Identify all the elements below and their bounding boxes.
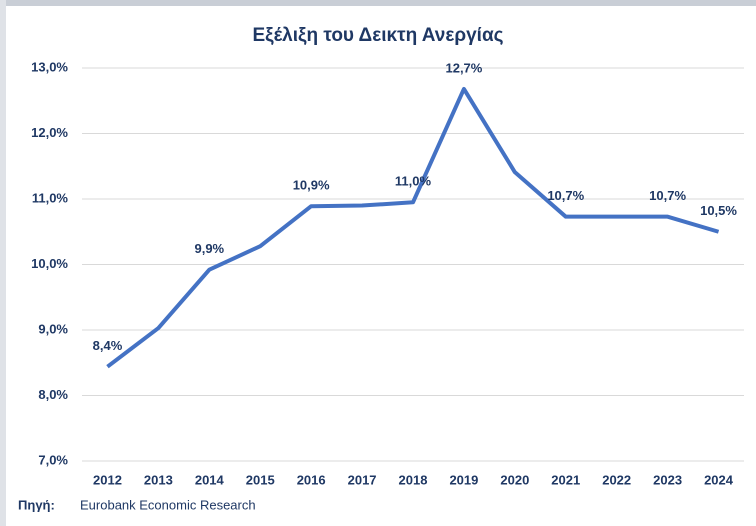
y-tick-label: 8,0% bbox=[38, 387, 68, 402]
source-label: Πηγή: bbox=[18, 497, 55, 512]
data-label: 8,4% bbox=[93, 338, 123, 353]
x-tick-label: 2021 bbox=[551, 472, 580, 487]
left-border bbox=[0, 0, 6, 526]
y-tick-label: 11,0% bbox=[32, 190, 69, 205]
data-label: 10,5% bbox=[700, 203, 737, 218]
source: Eurobank Economic Research bbox=[80, 497, 256, 512]
chart-title: Εξέλιξη του Δεικτη Ανεργίας bbox=[252, 25, 503, 46]
x-tick-label: 2014 bbox=[195, 472, 225, 487]
data-label: 12,7% bbox=[445, 60, 482, 75]
x-tick-label: 2012 bbox=[93, 472, 122, 487]
y-tick-label: 12,0% bbox=[31, 125, 68, 140]
x-tick-label: 2020 bbox=[500, 472, 529, 487]
y-tick-label: 9,0% bbox=[38, 321, 68, 336]
data-label: 9,9% bbox=[194, 241, 224, 256]
x-tick-label: 2018 bbox=[399, 472, 428, 487]
x-tick-label: 2017 bbox=[348, 472, 377, 487]
y-tick-label: 7,0% bbox=[38, 452, 68, 467]
data-label: 10,7% bbox=[547, 188, 584, 203]
x-tick-label: 2024 bbox=[704, 472, 734, 487]
y-tick-label: 13,0% bbox=[31, 59, 68, 74]
x-tick-label: 2016 bbox=[297, 472, 326, 487]
x-tick-label: 2023 bbox=[653, 472, 682, 487]
data-label: 10,9% bbox=[293, 178, 330, 193]
x-tick-label: 2022 bbox=[602, 472, 631, 487]
x-tick-label: 2019 bbox=[449, 472, 478, 487]
data-label: 11,0% bbox=[395, 174, 432, 189]
x-tick-label: 2013 bbox=[144, 472, 173, 487]
top-border bbox=[0, 0, 756, 6]
line bbox=[106, 86, 720, 369]
y-tick-label: 10,0% bbox=[31, 256, 68, 271]
x-tick-label: 2015 bbox=[246, 472, 275, 487]
data-label: 10,7% bbox=[649, 188, 686, 203]
